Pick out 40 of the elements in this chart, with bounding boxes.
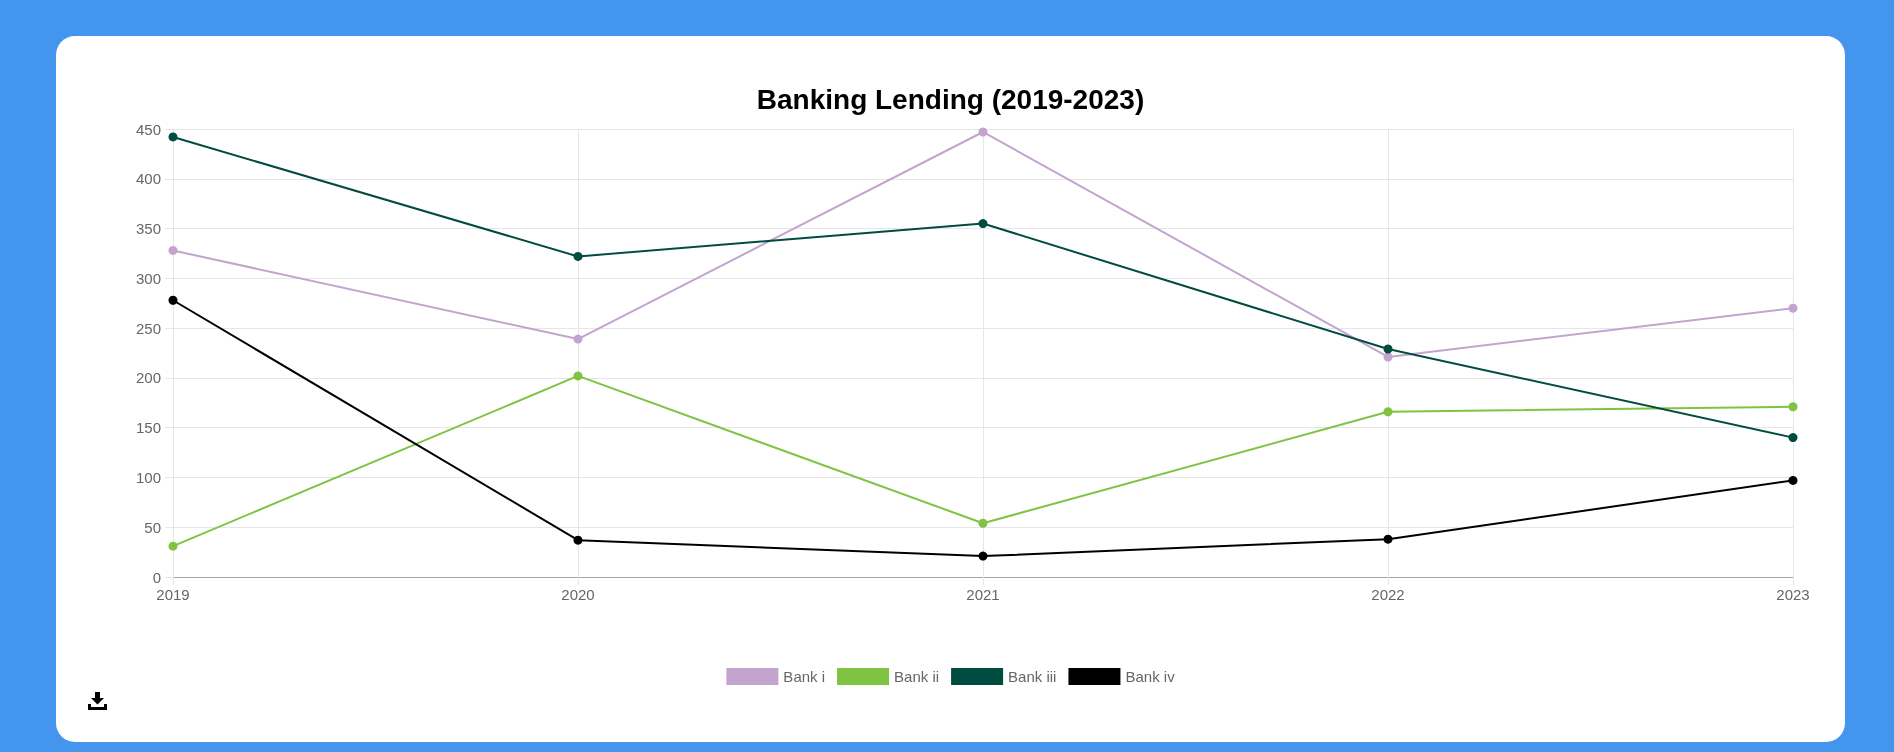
- point: [1788, 475, 1798, 485]
- y-tick-label: 200: [135, 369, 161, 387]
- x-tick-label: 2021: [966, 586, 1000, 603]
- point: [1788, 402, 1798, 412]
- point: [978, 219, 988, 229]
- point: [1383, 534, 1393, 544]
- point: [1788, 433, 1798, 443]
- y-tick-label: 350: [135, 220, 161, 238]
- point: [168, 132, 178, 142]
- x-tick-label: 2022: [1371, 586, 1405, 603]
- point: [573, 535, 583, 545]
- x-tick-label: 2019: [156, 586, 190, 603]
- x-tick-label: 2023: [1776, 586, 1810, 603]
- y-tick-label: 0: [152, 568, 161, 586]
- point: [573, 334, 583, 344]
- point: [573, 251, 583, 261]
- point: [168, 295, 178, 305]
- y-tick-label: 250: [135, 319, 161, 337]
- y-tick-label: 450: [135, 120, 161, 138]
- point: [978, 551, 988, 561]
- point: [168, 541, 178, 551]
- chart-title: Banking Lending (2019-2023): [756, 83, 1145, 115]
- point: [978, 518, 988, 528]
- point: [978, 127, 988, 137]
- legend-label: Bank iii: [1008, 668, 1057, 685]
- point: [1788, 303, 1798, 313]
- y-tick-label: 100: [135, 468, 161, 486]
- point: [1383, 352, 1393, 362]
- point: [1383, 407, 1393, 417]
- y-tick-label: 300: [135, 269, 161, 287]
- y-tick-label: 400: [135, 170, 161, 188]
- x-tick-label: 2020: [561, 586, 595, 603]
- point: [1383, 344, 1393, 354]
- point: [573, 371, 583, 381]
- y-tick-label: 150: [135, 419, 161, 437]
- y-tick-label: 50: [144, 518, 161, 536]
- legend-label: Bank iv: [1125, 668, 1176, 685]
- legend-label: Bank ii: [894, 668, 940, 685]
- point: [168, 245, 178, 255]
- legend-label: Bank i: [783, 668, 826, 685]
